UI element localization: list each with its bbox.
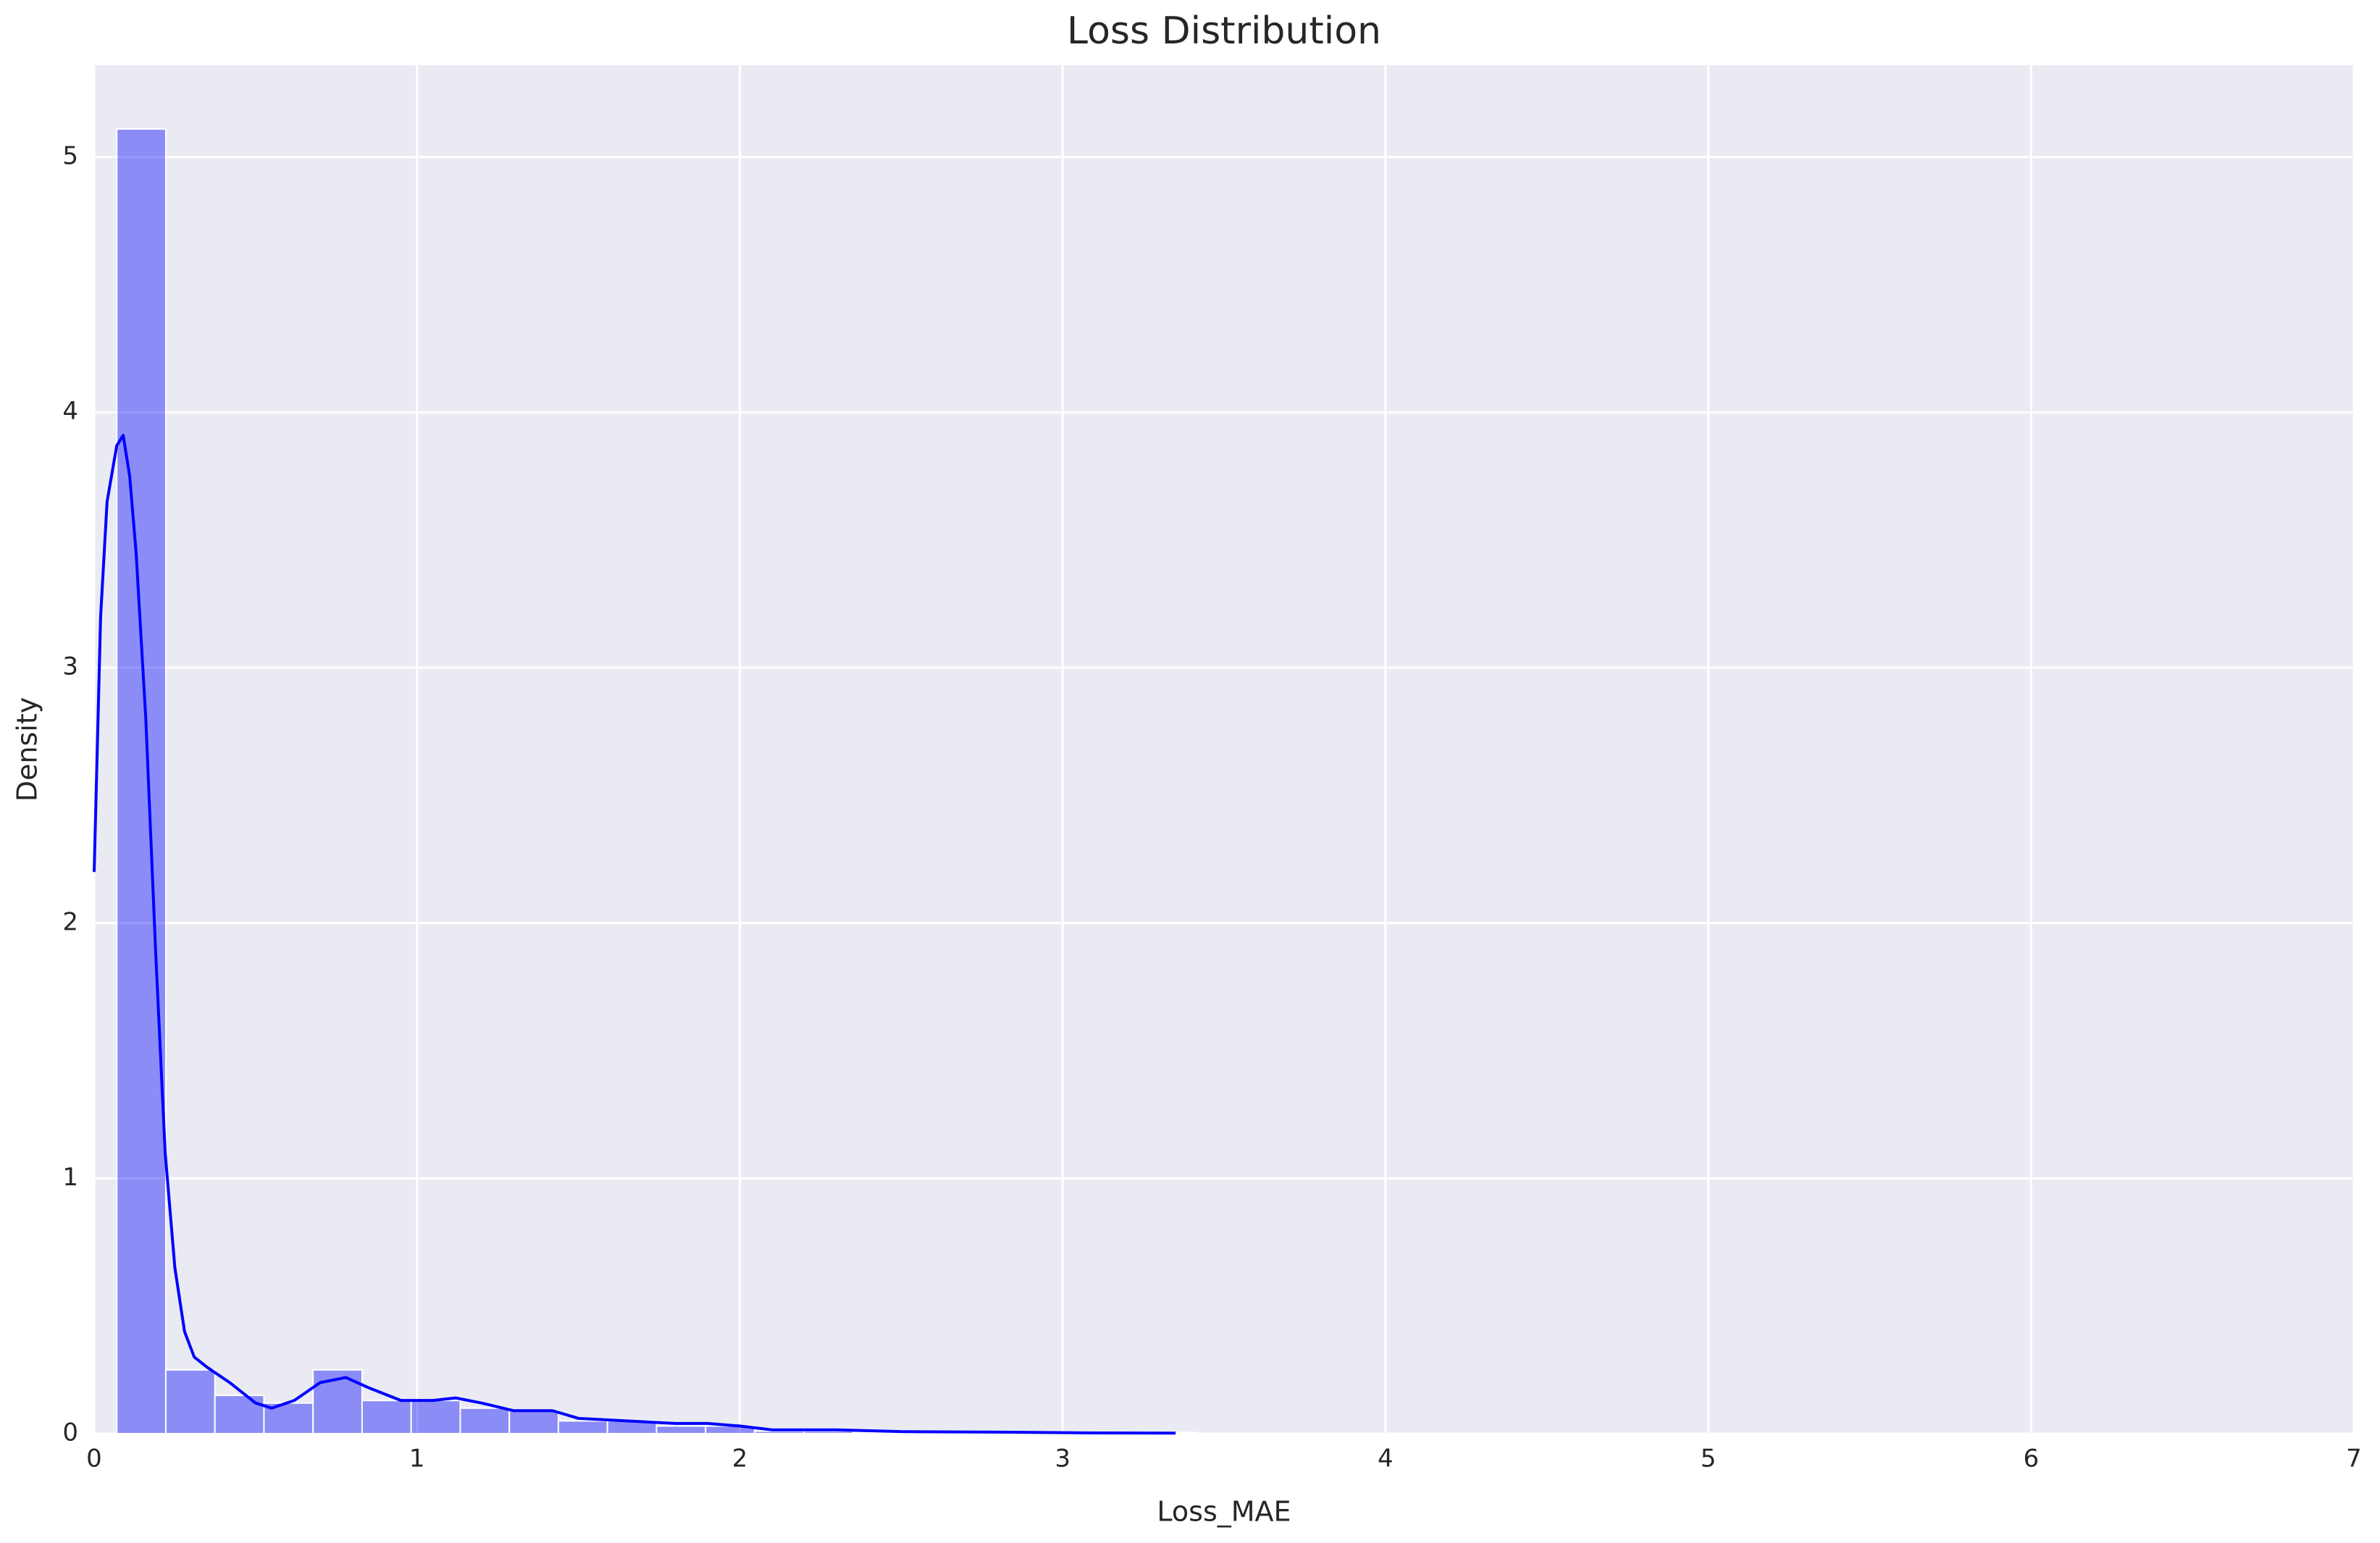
marks [93,128,1197,1435]
histogram-bar [508,1410,559,1434]
y-tick-label: 4 [62,397,78,426]
y-tick-label: 1 [62,1163,78,1192]
x-tick-label: 0 [86,1445,102,1473]
y-axis-label: Density [12,697,43,802]
histogram-bar [164,1368,216,1435]
histogram-bar [361,1400,412,1434]
y-tick-label: 2 [62,907,78,936]
x-tick-label: 2 [732,1445,748,1473]
grid [93,65,2355,1435]
y-tick-label: 0 [62,1418,78,1447]
x-tick-label: 1 [409,1445,425,1473]
y-tick-label: 3 [62,652,78,681]
plot-background [94,65,2354,1434]
x-axis-label: Loss_MAE [1157,1496,1291,1528]
x-tick-label: 4 [1378,1445,1394,1473]
x-tick-label: 7 [2346,1445,2362,1473]
x-tick-label: 3 [1055,1445,1070,1473]
histogram-bar [655,1425,707,1434]
x-tick-label: 5 [1701,1445,1717,1473]
histogram-bar [557,1420,608,1434]
histogram-bar [459,1407,511,1434]
histogram-bar [410,1400,461,1434]
y-tick-label: 5 [62,141,78,170]
kde-line [93,434,1176,1435]
histogram-bar [753,1430,805,1434]
chart-title: Loss Distribution [1067,9,1381,53]
histogram-bar [214,1395,265,1434]
histogram-bar [116,128,167,1435]
x-tick-label: 6 [2023,1445,2039,1473]
